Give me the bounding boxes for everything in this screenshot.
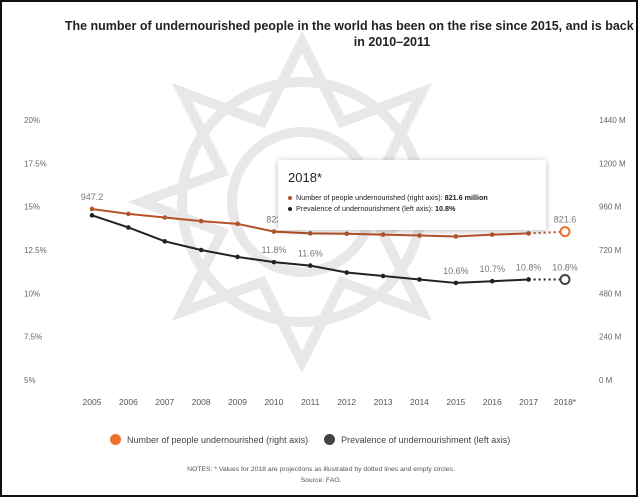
x-tick-label: 2015 [446, 397, 465, 407]
right-tick-label: 480 M [599, 289, 622, 298]
left-tick-label: 15% [24, 203, 40, 212]
data-label-1: 10.8% [552, 262, 578, 272]
data-point-0 [162, 215, 168, 220]
data-label-layer: 947.2 822 821.6 11.8% 11.6% 10.6% 10.7% 10.8% 10… [81, 192, 578, 276]
left-tick-label: 17.5% [24, 159, 47, 168]
dark-circle-icon [324, 434, 336, 445]
data-label-1: 11.6% [298, 249, 323, 259]
data-point-0 [380, 232, 386, 237]
tooltip-dot-icon [288, 196, 292, 201]
right-tick-label: 1200 M [599, 159, 626, 168]
x-tick-label: 2005 [83, 397, 102, 407]
data-label-0: 822 [266, 215, 281, 225]
x-tick-label: 2013 [374, 397, 393, 407]
left-tick-label: 10% [24, 289, 40, 298]
legend-label: Prevalence of undernourishment (left axi… [341, 434, 511, 445]
chart-notes: NOTES: * Values for 2018 are projections… [2, 464, 636, 486]
series-layer [89, 206, 571, 286]
data-point-1 [453, 280, 459, 286]
right-tick-label: 240 M [599, 333, 622, 342]
right-axis-ticks: 0 M 240 M 480 M 720 M 960 M 1200 M 1440 M [599, 116, 626, 385]
left-tick-label: 12.5% [24, 246, 47, 255]
chart-title: The number of undernourished people in t… [2, 18, 636, 50]
data-point-1 [162, 239, 168, 244]
tooltip-row-value: 821.6 million [444, 193, 488, 202]
data-point-1 [89, 213, 95, 218]
tooltip-2018: 2018* Number of people undernourished (r… [278, 160, 546, 230]
data-point-0 [526, 231, 531, 236]
tooltip-dot-icon [288, 207, 292, 212]
left-tick-label: 7.5% [24, 333, 42, 342]
x-tick-label: 2014 [410, 397, 429, 407]
data-point-1 [526, 277, 531, 282]
data-point-0 [344, 231, 349, 237]
left-axis-ticks: 5% 7.5% 10% 12.5% 15% 17.5% 20% [24, 116, 47, 385]
data-label-1: 10.7% [479, 264, 505, 274]
data-label-0: 821.6 [554, 215, 577, 225]
tooltip-row-value: 10.8% [435, 204, 456, 213]
data-point-1 [126, 225, 131, 230]
data-point-0 [235, 221, 240, 227]
data-point-1 [344, 270, 349, 275]
chart-legend: Number of people undernourished (right a… [110, 434, 526, 445]
right-tick-label: 0 M [599, 376, 613, 385]
chart-title-line-2: in 2010–2011 [353, 35, 431, 49]
data-point-1 [235, 254, 240, 260]
left-tick-label: 5% [24, 376, 36, 385]
x-tick-label: 2010 [264, 397, 283, 407]
x-tick-label: 2012 [337, 397, 356, 407]
right-tick-label: 1440 M [599, 116, 626, 125]
x-tick-label: 2007 [155, 397, 174, 407]
x-tick-label: 2006 [119, 397, 138, 407]
tooltip-row-number: Number of people undernourished (right a… [288, 192, 534, 203]
data-point-0 [89, 206, 95, 212]
right-tick-label: 720 M [599, 246, 622, 255]
data-point-1 [198, 247, 204, 253]
tooltip-row-label: Number of people undernourished (right a… [296, 193, 445, 202]
orange-circle-icon [110, 434, 121, 445]
projected-point-1 [559, 273, 571, 285]
data-point-1 [489, 278, 495, 284]
data-point-0 [126, 211, 131, 217]
right-tick-label: 960 M [599, 203, 622, 212]
x-axis-ticks: 2005 2006 2007 2008 2009 2010 2011 2012 2013 2014… [83, 397, 577, 407]
tooltip-title: 2018* [288, 170, 322, 185]
data-label-0: 947.2 [81, 192, 104, 202]
legend-item-number[interactable]: Number of people undernourished (right a… [110, 434, 308, 445]
data-point-0 [198, 218, 204, 224]
legend-label: Number of people undernourished (right a… [127, 434, 309, 445]
notes-text: NOTES: * Values for 2018 are projections… [187, 466, 455, 473]
x-tick-label: 2009 [228, 397, 247, 407]
data-point-1 [271, 259, 277, 265]
source-text: Source: FAO. [300, 477, 342, 484]
data-label-1: 11.8% [261, 245, 286, 255]
data-point-0 [453, 234, 459, 239]
x-tick-label: 2018* [554, 397, 577, 407]
data-point-0 [489, 232, 495, 237]
data-label-1: 10.8% [516, 262, 542, 272]
tooltip-row-prevalence: Prevalence of undernourishment (left axi… [288, 203, 534, 214]
data-point-0 [271, 229, 277, 234]
projected-point-0 [559, 226, 571, 238]
x-tick-label: 2011 [301, 397, 320, 407]
x-tick-label: 2017 [519, 397, 538, 407]
series-projection-line-0 [528, 230, 566, 235]
data-point-1 [380, 273, 386, 279]
data-point-1 [308, 263, 313, 268]
x-tick-label: 2016 [483, 397, 502, 407]
legend-item-prevalence[interactable]: Prevalence of undernourishment (left axi… [324, 434, 510, 445]
left-tick-label: 20% [24, 116, 40, 125]
data-label-1: 10.6% [443, 266, 469, 276]
chart-title-line-1: The number of undernourished people in t… [64, 19, 636, 33]
data-point-0 [417, 233, 422, 238]
tooltip-row-label: Prevalence of undernourishment (left axi… [296, 204, 436, 213]
data-point-1 [417, 277, 422, 282]
data-point-0 [308, 231, 313, 236]
x-tick-label: 2008 [192, 397, 211, 407]
